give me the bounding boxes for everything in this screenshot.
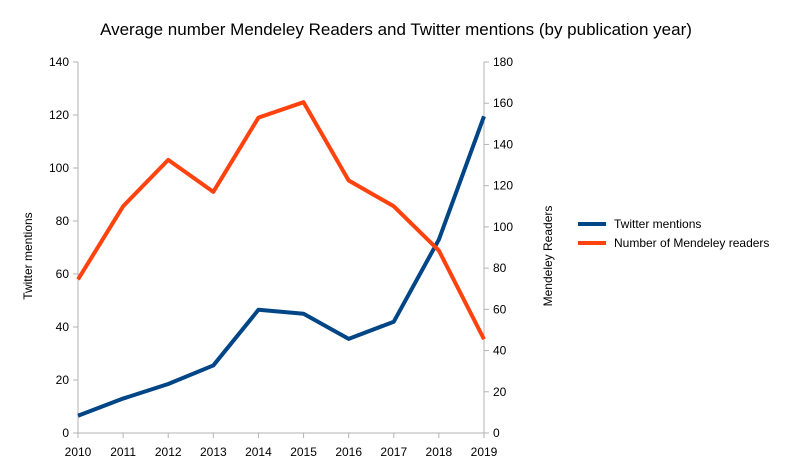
data-point — [76, 414, 80, 418]
data-point — [347, 179, 351, 183]
x-tick-label: 2011 — [110, 445, 136, 459]
y-left-tick-label: 40 — [56, 320, 70, 334]
y-right-axis-title: Mendeley Readers — [541, 206, 555, 307]
chart-title: Average number Mendeley Readers and Twit… — [100, 20, 692, 39]
x-tick-label: 2017 — [380, 445, 407, 459]
y-right-tick-label: 140 — [493, 137, 513, 151]
data-point — [302, 312, 306, 316]
legend-label: Twitter mentions — [614, 217, 701, 231]
y-right-tick-label: 120 — [493, 179, 513, 193]
x-tick-label: 2013 — [200, 445, 227, 459]
legend-label: Number of Mendeley readers — [614, 236, 769, 250]
y-right-tick-label: 160 — [493, 96, 513, 110]
data-point — [392, 320, 396, 324]
y-right-tick-label: 0 — [493, 426, 500, 440]
data-point — [256, 116, 260, 120]
y-right-tick-label: 40 — [493, 344, 507, 358]
y-right-tick-label: 100 — [493, 220, 513, 234]
y-left-tick-label: 100 — [49, 161, 69, 175]
y-left-tick-label: 120 — [49, 108, 69, 122]
x-tick-label: 2010 — [65, 445, 92, 459]
data-point — [437, 249, 441, 253]
y-right-tick-label: 60 — [493, 302, 507, 316]
series-lines — [76, 100, 486, 418]
legend: Twitter mentions Number of Mendeley reade… — [578, 217, 769, 250]
y-left-tick-label: 60 — [56, 267, 70, 281]
data-point — [302, 100, 306, 104]
x-tick-label: 2014 — [245, 445, 272, 459]
data-point — [121, 204, 125, 208]
y-left-axis-title: Twitter mentions — [21, 212, 35, 299]
data-point — [347, 337, 351, 341]
data-point — [392, 204, 396, 208]
data-point — [76, 277, 80, 281]
data-point — [256, 308, 260, 312]
data-point — [166, 382, 170, 386]
series-line-mendeley-readers — [76, 100, 486, 341]
data-point — [211, 190, 215, 194]
data-point — [121, 397, 125, 401]
y-left-tick-label: 20 — [56, 373, 70, 387]
axes: 0 20 40 60 80 100 120 140 0 20 40 60 80 100 120 140 160 1… — [49, 55, 513, 459]
data-point — [211, 363, 215, 367]
y-right-tick-label: 180 — [493, 55, 513, 69]
data-point — [166, 158, 170, 162]
x-tick-label: 2016 — [335, 445, 362, 459]
data-point — [437, 238, 441, 242]
y-left-tick-label: 0 — [62, 426, 69, 440]
data-point — [482, 114, 486, 118]
x-tick-label: 2012 — [155, 445, 182, 459]
y-right-tick-label: 80 — [493, 261, 507, 275]
x-tick-label: 2019 — [471, 445, 498, 459]
y-right-tick-label: 20 — [493, 385, 507, 399]
series-line-twitter-mentions — [77, 115, 486, 418]
x-tick-label: 2015 — [290, 445, 317, 459]
y-left-tick-label: 140 — [49, 55, 69, 69]
y-left-tick-label: 80 — [56, 214, 70, 228]
data-point — [482, 337, 486, 341]
x-tick-label: 2018 — [426, 445, 453, 459]
